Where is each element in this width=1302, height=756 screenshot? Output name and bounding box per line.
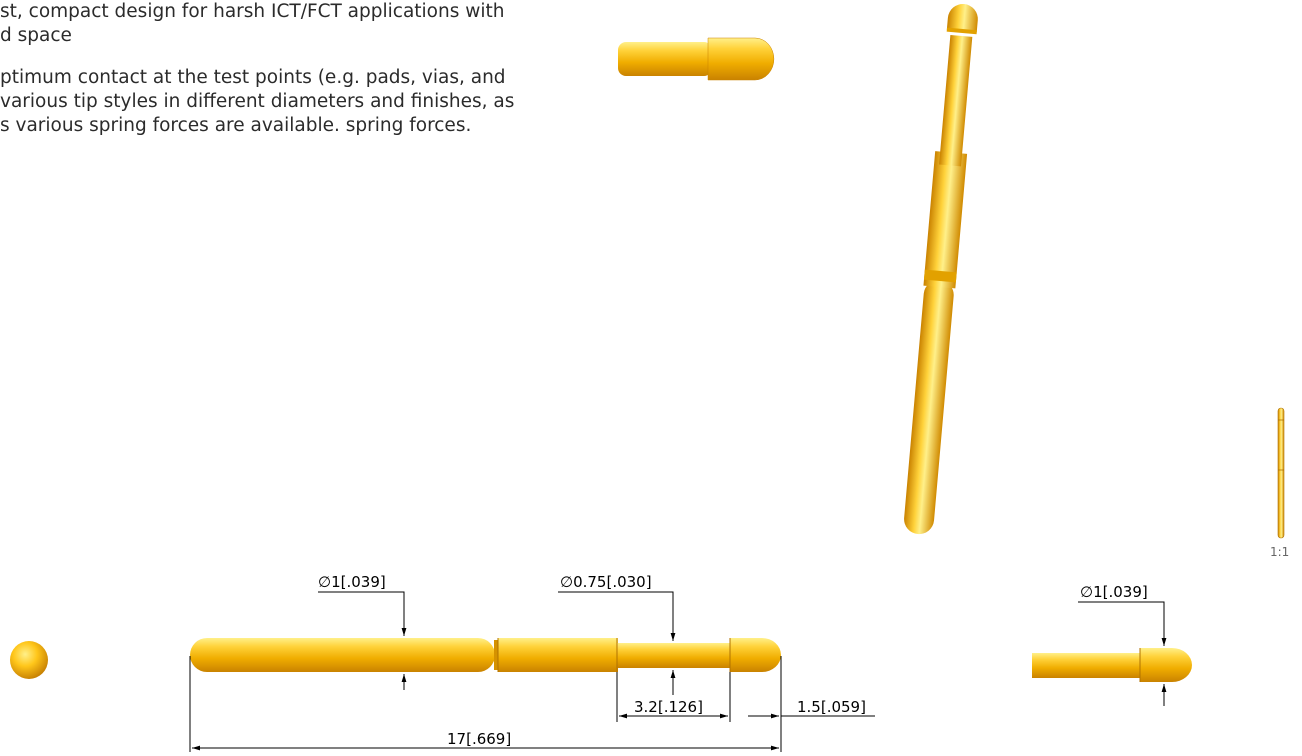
dimension-diameter-body: ∅1[.039] [318,573,386,591]
scale-thumbnail [1277,407,1285,539]
desc-line: ptimum contact at the test points (e.g. … [0,67,506,88]
desc-line: d space [0,25,72,46]
probe-short-view-top [618,37,775,81]
dimension-head-length: 1.5[.059] [797,698,866,716]
dimension-diameter-side: ∅1[.039] [1080,583,1148,601]
dimension-diameter-tip: ∅0.75[.030] [560,573,652,591]
dimension-tip-length: 3.2[.126] [634,698,703,716]
probe-front-view [190,638,781,672]
description-text: st, compact design for harsh ICT/FCT app… [0,0,600,156]
probe-isometric-view [904,3,978,535]
desc-line: various tip styles in different diameter… [0,91,515,112]
dimension-lines [189,591,1167,752]
probe-side-view-right [1032,648,1192,682]
description-paragraph-2: ptimum contact at the test points (e.g. … [0,66,600,138]
description-paragraph-1: st, compact design for harsh ICT/FCT app… [0,0,600,48]
dimension-overall-length: 17[.669] [447,730,512,748]
probe-end-view [10,641,48,679]
scale-label: 1:1 [1270,545,1290,559]
desc-line: s various spring forces are available. s… [0,115,472,136]
desc-line: st, compact design for harsh ICT/FCT app… [0,1,505,22]
